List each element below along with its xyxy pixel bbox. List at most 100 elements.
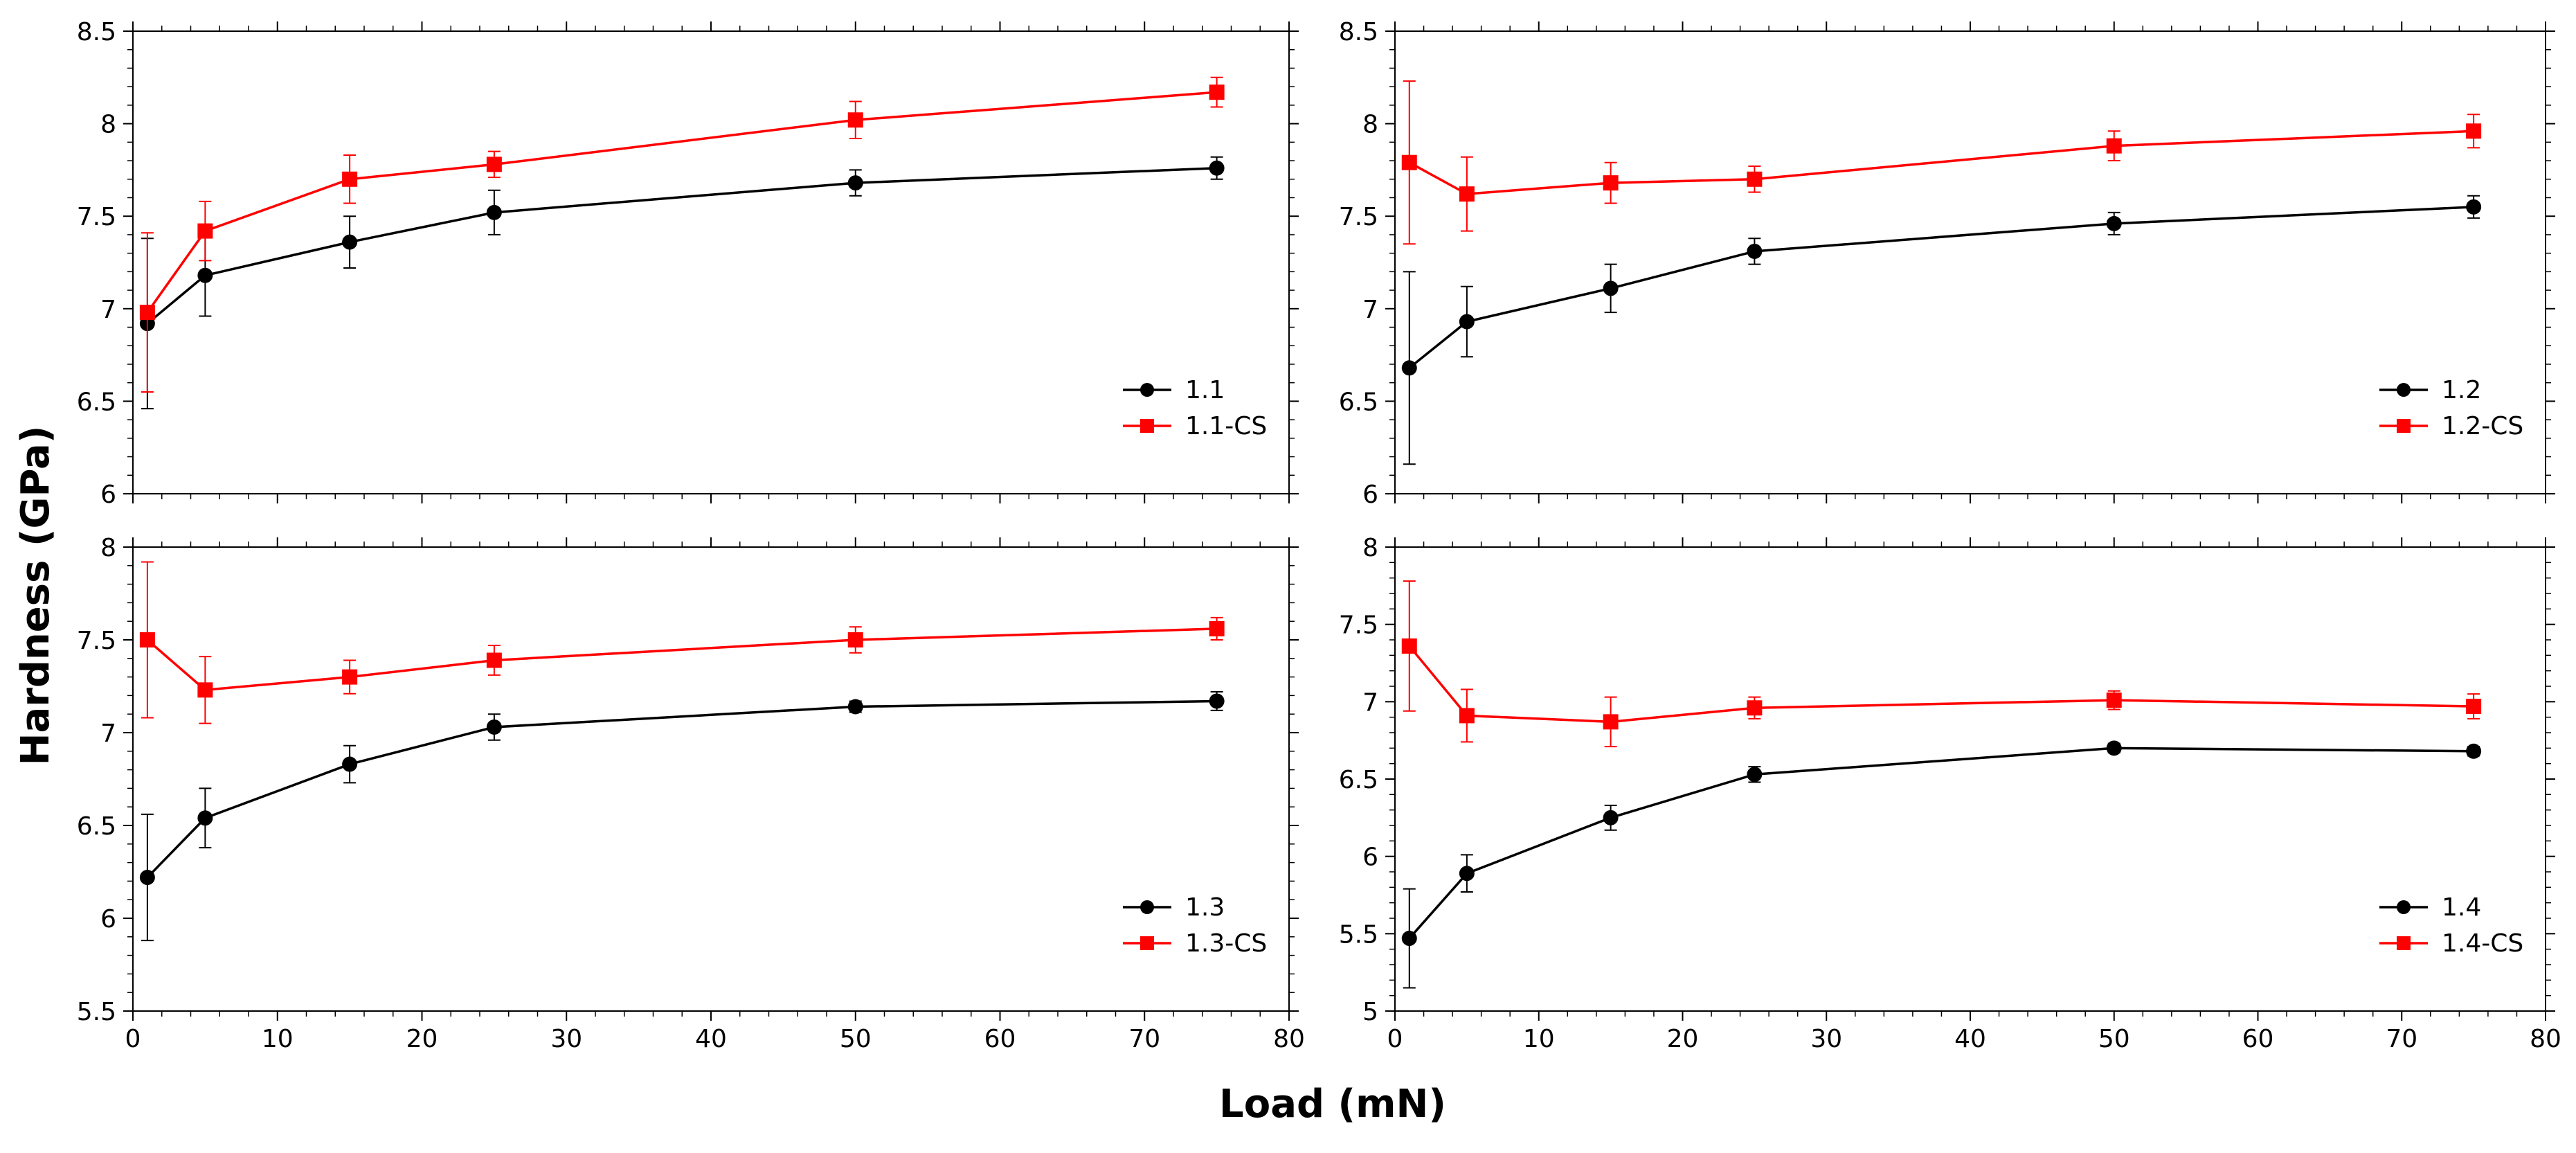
data-point: [197, 267, 213, 283]
data-point: [486, 204, 502, 220]
series-line: [1408, 129, 2474, 195]
y-tick-label: 6: [1362, 843, 1378, 872]
data-point: [1603, 714, 1619, 730]
x-tick-label: 10: [262, 1025, 294, 1053]
y-tick-label: 5.5: [1339, 920, 1378, 949]
y-tick-label: 7.5: [77, 627, 116, 655]
data-point: [486, 157, 502, 172]
data-point: [2466, 199, 2482, 215]
series-1.2: [1401, 195, 2482, 465]
y-tick-label: 7: [100, 719, 116, 748]
series-line: [146, 91, 1217, 314]
series-1.4: [1401, 740, 2482, 989]
panel-bottom-right: 0 10 20 30 40 50 60 70 80 5 5.5 6 6.5 7 7.5 8 1.4 1.4-CS: [1339, 534, 2561, 1053]
y-tick-label: 8: [1362, 111, 1378, 139]
data-point: [1747, 700, 1763, 716]
panel-bottom-left: 0 10 20 30 40 50 60 70 80 5.5 6 6.5 7 7.5 8 1.3 1.3-CS: [77, 534, 1305, 1053]
data-point: [2466, 743, 2482, 759]
legend: 1.4 1.4-CS: [2379, 893, 2523, 958]
legend-label: 1.3-CS: [1185, 929, 1267, 958]
legend-label: 1.3: [1185, 893, 1225, 922]
y-tick-label: 8.5: [1339, 18, 1378, 46]
x-tick-label: 40: [1954, 1025, 1986, 1053]
y-tick-label: 6: [100, 905, 116, 933]
y-tick-label: 6.5: [77, 388, 116, 416]
series-1.2-CS: [1401, 80, 2482, 245]
y-tick-label: 8: [100, 111, 116, 139]
y-tick-label: 7: [1362, 296, 1378, 324]
series-1.1-CS: [139, 76, 1225, 393]
legend-label: 1.4-CS: [2442, 929, 2523, 958]
series-line: [146, 627, 1217, 692]
data-point: [197, 810, 213, 826]
legend: 1.3 1.3-CS: [1123, 893, 1267, 958]
y-tick-label: 7: [1362, 688, 1378, 717]
data-point: [1401, 931, 1417, 947]
y-tick-label: 6: [100, 481, 116, 509]
data-point: [847, 175, 863, 191]
y-tick-label: 8: [1362, 534, 1378, 562]
x-tick-label: 80: [2530, 1025, 2561, 1053]
x-tick-label: 0: [1387, 1025, 1403, 1053]
data-point: [1209, 160, 1225, 176]
y-tick-label: 5.5: [77, 998, 116, 1026]
x-tick-label: 0: [125, 1025, 141, 1053]
data-point: [2106, 740, 2122, 756]
series-line: [1408, 747, 2474, 940]
legend-marker: [1140, 936, 1154, 950]
data-point: [847, 112, 863, 128]
data-point: [1747, 243, 1763, 259]
data-point: [1459, 866, 1475, 882]
series-1.1: [139, 156, 1225, 410]
legend-label: 1.1-CS: [1185, 412, 1267, 440]
y-tick-label: 7.5: [1339, 611, 1378, 640]
x-tick-label: 70: [2386, 1025, 2417, 1053]
legend-label: 1.2-CS: [2442, 412, 2523, 440]
y-axis-title: Hardness (GPa): [13, 426, 58, 766]
y-tick-label: 7: [100, 296, 116, 324]
data-point: [1747, 171, 1763, 187]
data-point: [1401, 638, 1417, 654]
series-1.4-CS: [1401, 580, 2482, 748]
x-tick-label: 80: [1273, 1025, 1305, 1053]
x-tick-label: 20: [406, 1025, 438, 1053]
x-tick-label: 50: [840, 1025, 872, 1053]
legend-marker: [1140, 383, 1154, 397]
legend-marker: [2397, 900, 2411, 914]
legend-label: 1.4: [2442, 893, 2481, 922]
legend-marker: [2397, 383, 2411, 397]
plot-frame: [132, 546, 1290, 1012]
y-tick-label: 5: [1362, 998, 1378, 1026]
data-point: [342, 669, 358, 685]
x-tick-label: 60: [2242, 1025, 2274, 1053]
y-tick-label: 7.5: [1339, 203, 1378, 231]
data-point: [1747, 767, 1763, 783]
data-point: [1459, 186, 1475, 202]
data-point: [1603, 175, 1619, 191]
x-tick-label: 70: [1128, 1025, 1160, 1053]
y-tick-label: 6.5: [1339, 388, 1378, 416]
data-point: [1209, 84, 1225, 100]
x-tick-label: 20: [1667, 1025, 1699, 1053]
data-point: [1209, 693, 1225, 709]
legend-label: 1.1: [1185, 376, 1225, 404]
data-point: [1603, 280, 1619, 296]
series-line: [146, 699, 1217, 879]
y-tick-label: 6.5: [1339, 766, 1378, 794]
data-point: [1459, 314, 1475, 330]
data-point: [139, 870, 155, 886]
data-point: [486, 652, 502, 668]
data-point: [486, 719, 502, 735]
data-point: [1459, 708, 1475, 724]
data-point: [1603, 810, 1619, 825]
data-point: [342, 756, 358, 772]
series-line: [1408, 206, 2474, 369]
y-tick-label: 8.5: [77, 18, 116, 46]
data-point: [139, 305, 155, 321]
plot-frame: [1394, 30, 2546, 494]
series-1.3: [139, 691, 1225, 942]
x-tick-label: 60: [984, 1025, 1016, 1053]
legend-marker: [2397, 936, 2411, 950]
panel-top-right: 6 6.5 7 7.5 8 8.5 1.2 1.2-CS: [1339, 18, 2555, 509]
